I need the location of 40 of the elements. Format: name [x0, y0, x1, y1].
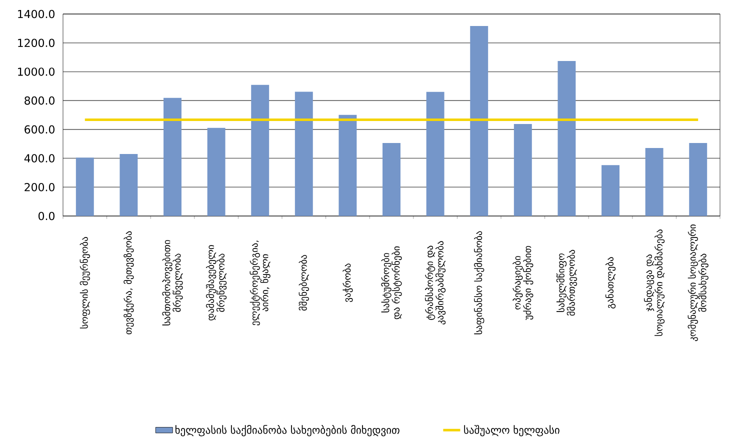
x-tick-label: ჯანდაცვა და სოციალური დახმარება: [644, 230, 665, 336]
bar: [382, 142, 400, 216]
y-tick-label: 400.0: [24, 154, 54, 162]
x-tick-label: სახელმწიფო მმართველობა: [556, 250, 578, 316]
bar: [294, 92, 313, 216]
bar: [164, 98, 182, 216]
x-tick-label: სოფლის მეურნეობა: [80, 237, 90, 328]
y-tick-label: 1400.0: [18, 10, 54, 18]
bar: [76, 158, 94, 216]
bar: [338, 114, 357, 216]
bar: [645, 148, 664, 216]
y-tick-label: 600.0: [24, 125, 54, 134]
x-tick-label: სამთომოპოვებითი მრეწველობა: [162, 240, 183, 326]
bar: [514, 124, 532, 216]
bar: [207, 128, 226, 216]
bar: [689, 142, 708, 216]
bar: [602, 165, 620, 216]
y-tick-label: 1200.0: [18, 38, 54, 47]
x-tick-label: სასტუმროები და რესტორნები: [381, 246, 402, 320]
x-tick-label: განათლება: [605, 257, 616, 308]
x-tick-label: დამამუშავებელი მრეწველობა: [206, 245, 227, 320]
bar: [558, 61, 576, 216]
bar: [120, 154, 138, 216]
x-tick-label: კომუნალური სოციალური მომსახურება: [688, 224, 708, 342]
y-tick-label: 800.0: [24, 96, 54, 105]
x-tick-label: ოპერაციები უძრავი ქონებით: [512, 246, 534, 320]
bar: [251, 84, 270, 216]
x-tick-label: მშენებლობა: [298, 254, 309, 311]
bar: [426, 92, 444, 216]
x-tick-label: ვაჭრობა: [342, 264, 353, 302]
y-tick-label: 0.0: [38, 212, 54, 220]
bar: [470, 26, 488, 216]
x-tick-label: ტრანსპორტი და კავშირგაბმულობა: [425, 241, 446, 324]
x-tick-label: ელექტროენერგია, აირი, წყალი: [250, 240, 270, 326]
y-tick-label: 200.0: [24, 183, 54, 192]
y-tick-label: 1000.0: [18, 68, 54, 76]
x-tick-label: საფინანსო საქმიანობა: [474, 231, 484, 334]
x-tick-label: თევზჭერა, მეთევზეობა: [124, 231, 134, 334]
legend-label: საშუალო ხელფასი: [464, 425, 560, 436]
legend-label: ხელფასის საქმიანობა სახეობების მიხედვით: [175, 425, 400, 436]
